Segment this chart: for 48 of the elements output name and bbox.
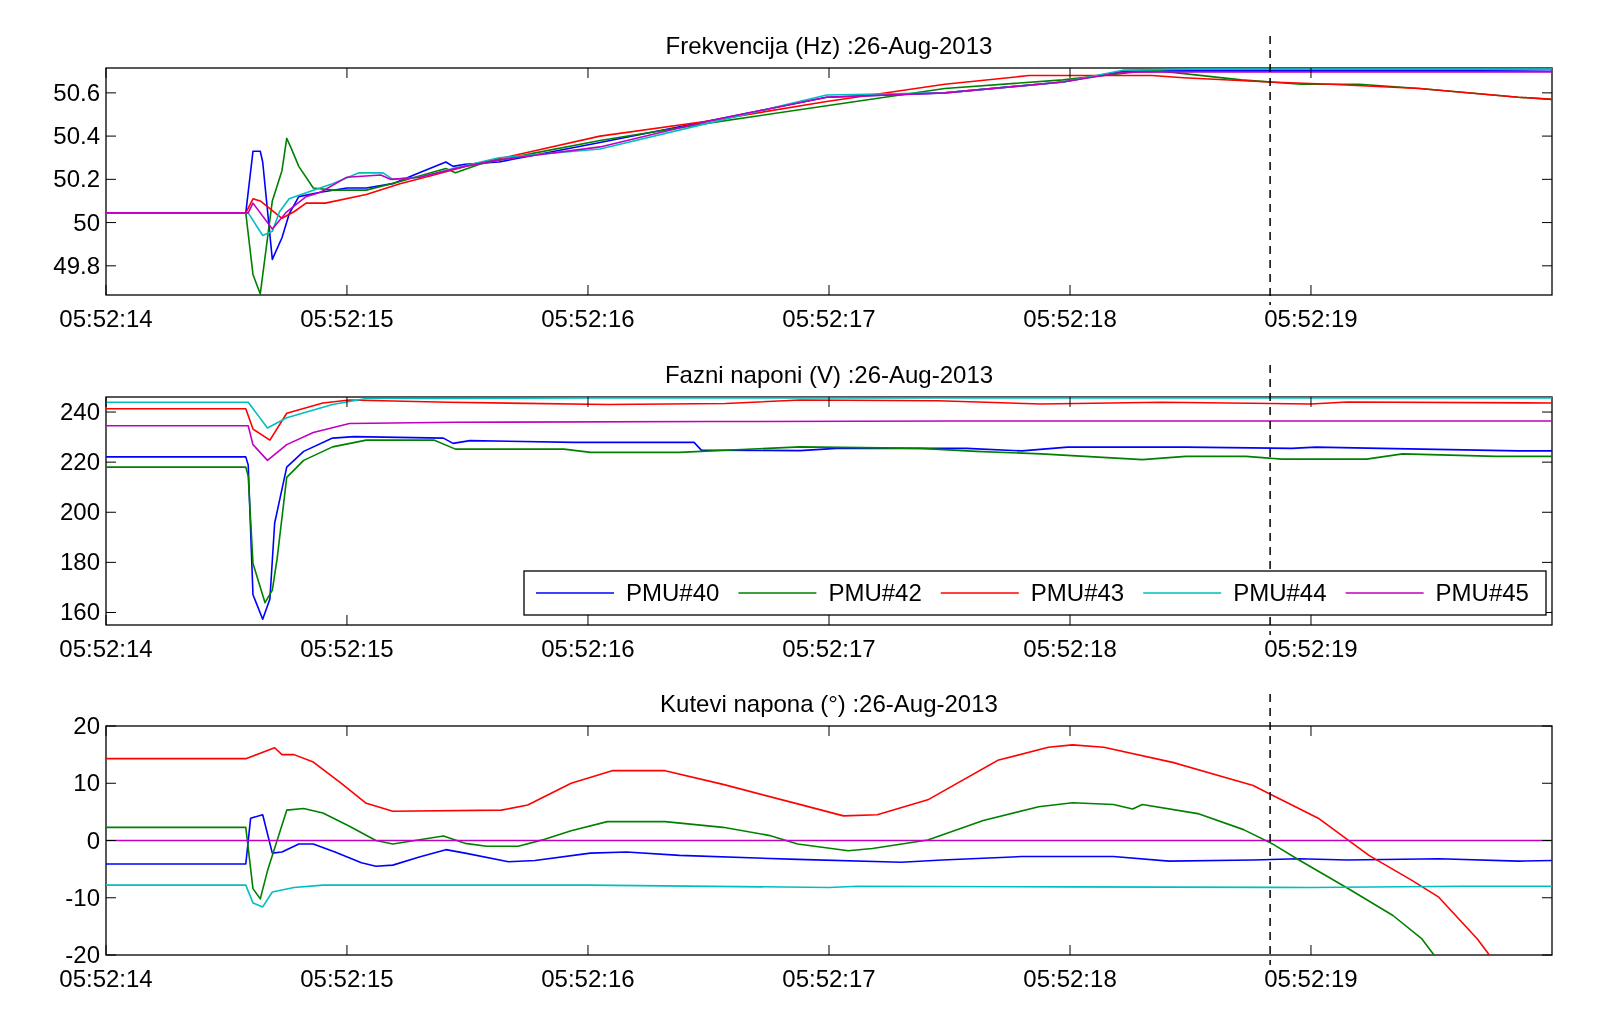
x-tick-label: 05:52:19 <box>1264 965 1358 992</box>
y-tick-label: 20 <box>73 712 100 739</box>
y-tick-label: 10 <box>73 769 100 797</box>
legend-label: PMU#43 <box>1030 579 1125 606</box>
x-tick-label: 05:52:17 <box>782 635 876 662</box>
x-tick-label: 05:52:14 <box>59 635 153 662</box>
y-tick-label: 50 <box>73 208 100 236</box>
x-tick-label: 05:52:18 <box>1023 635 1117 662</box>
legend-label: PMU#42 <box>828 579 922 606</box>
line-series <box>106 884 1552 908</box>
y-tick-label: 220 <box>59 448 100 476</box>
y-tick-label: 50.6 <box>53 78 100 106</box>
y-tick-label: 240 <box>59 398 100 426</box>
x-tick-label: 05:52:17 <box>782 305 876 332</box>
y-tick-label: 180 <box>59 548 100 576</box>
x-tick-label: 05:52:14 <box>59 305 153 332</box>
line-series <box>106 420 1552 462</box>
chart-title: Fazni naponi (V) :26-Aug-2013 <box>664 361 994 388</box>
x-tick-label: 05:52:16 <box>541 305 635 332</box>
y-tick-label: 50.4 <box>53 122 100 150</box>
x-tick-label: 05:52:18 <box>1023 965 1117 992</box>
chart-title: Kutevi napona (°) :26-Aug-2013 <box>660 690 998 717</box>
line-series <box>106 744 1491 955</box>
x-tick-label: 05:52:15 <box>300 635 394 662</box>
line-series <box>106 801 1435 955</box>
line-series <box>106 397 1552 429</box>
chart-title: Frekvencija (Hz) :26-Aug-2013 <box>665 32 993 59</box>
x-tick-label: 05:52:17 <box>782 965 876 992</box>
line-series <box>106 399 1552 441</box>
y-tick-label: 160 <box>59 598 100 626</box>
x-tick-label: 05:52:16 <box>541 965 635 992</box>
x-tick-label: 05:52:18 <box>1023 305 1117 332</box>
x-tick-label: 05:52:19 <box>1264 305 1358 332</box>
legend-label: PMU#45 <box>1435 579 1529 606</box>
y-tick-label: 200 <box>59 498 100 526</box>
y-tick-label: 49.8 <box>53 251 100 279</box>
y-tick-label: -10 <box>65 883 100 911</box>
x-tick-label: 05:52:15 <box>300 965 394 992</box>
x-tick-label: 05:52:16 <box>541 635 635 662</box>
line-series <box>106 813 1552 868</box>
x-tick-label: 05:52:19 <box>1264 635 1358 662</box>
y-tick-label: 0 <box>86 826 100 854</box>
legend-label: PMU#40 <box>626 579 720 606</box>
x-tick-label: 05:52:15 <box>300 305 394 332</box>
y-tick-label: -20 <box>65 941 100 968</box>
legend-label: PMU#44 <box>1233 579 1327 606</box>
y-tick-label: 50.2 <box>53 165 100 193</box>
x-tick-label: 05:52:14 <box>59 965 153 992</box>
